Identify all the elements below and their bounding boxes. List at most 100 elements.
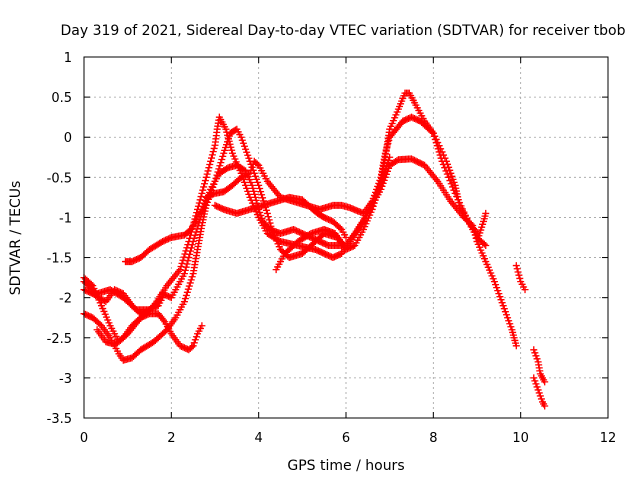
data-point (255, 181, 263, 189)
data-point (384, 160, 392, 168)
data-point (205, 164, 213, 172)
data-point (447, 180, 455, 188)
data-point (497, 296, 505, 304)
data-point (249, 184, 257, 192)
data-point (250, 187, 258, 195)
y-tick-label: -2 (59, 292, 72, 307)
data-point (431, 135, 439, 143)
data-point (441, 164, 449, 172)
data-point (182, 247, 190, 255)
series-arc-6 (121, 153, 394, 266)
y-axis-title: SDTVAR / TECUs (8, 181, 24, 296)
data-point (445, 173, 453, 181)
data-point (458, 205, 466, 213)
data-point (446, 177, 454, 185)
data-point (482, 242, 490, 250)
data-point (240, 178, 248, 186)
data-point (259, 194, 267, 202)
data-point (514, 268, 522, 276)
data-point (447, 169, 455, 177)
data-point (198, 205, 206, 213)
data-point (183, 288, 191, 296)
data-point (212, 174, 220, 182)
data-point (216, 162, 224, 170)
data-point (435, 148, 443, 156)
y-tick-label: 0.5 (51, 91, 72, 106)
data-point (336, 224, 344, 232)
data-point (541, 378, 549, 386)
data-point (201, 177, 209, 185)
y-tick-label: -1 (59, 211, 72, 226)
data-point (213, 171, 221, 179)
data-point (499, 302, 507, 310)
x-tick-label: 12 (600, 431, 617, 446)
y-tick-label: 1 (64, 51, 72, 66)
data-point (253, 160, 261, 168)
data-point (218, 156, 226, 164)
data-point (207, 157, 215, 165)
data-point (430, 132, 438, 140)
data-point (197, 193, 205, 201)
data-point (537, 395, 545, 403)
data-point (181, 266, 189, 274)
data-point (257, 188, 265, 196)
data-point (507, 323, 515, 331)
data-point (454, 196, 462, 204)
y-tick-label: -3.5 (47, 412, 72, 427)
data-point (512, 342, 520, 350)
data-point (244, 151, 252, 159)
data-point (211, 177, 219, 185)
data-point (463, 214, 471, 222)
data-point (449, 183, 457, 191)
data-point (382, 166, 390, 174)
data-point (496, 293, 504, 301)
data-point (378, 178, 386, 186)
data-point (439, 160, 447, 168)
y-tick-label: 0 (64, 131, 72, 146)
data-point (239, 139, 247, 147)
data-point (181, 250, 189, 258)
data-point (502, 311, 510, 319)
data-point (228, 146, 236, 154)
data-point (512, 262, 520, 270)
data-point (247, 166, 255, 174)
data-point (432, 139, 440, 147)
data-point (377, 181, 385, 189)
data-point (183, 244, 191, 252)
axis-ticks: 0 2 4 6 8 10 12 1 0.5 0 -0.5 -1 -1.5 -2 -2.5 -3 -3.5 (47, 51, 617, 446)
data-point (264, 213, 272, 221)
data-point (210, 180, 218, 188)
data-point (159, 294, 167, 302)
data-point (199, 186, 207, 194)
data-point (448, 172, 456, 180)
data-point (534, 386, 542, 394)
data-point (252, 175, 260, 183)
data-point (219, 152, 227, 160)
data-point (203, 170, 211, 178)
data-point (215, 165, 223, 173)
data-point (245, 154, 253, 162)
data-point (182, 263, 190, 271)
data-point (531, 349, 539, 357)
data-point (180, 270, 188, 278)
data-point (244, 187, 252, 195)
data-point (177, 262, 185, 270)
data-point (536, 392, 544, 400)
x-tick-label: 4 (255, 431, 263, 446)
data-point (256, 184, 264, 192)
data-point (456, 199, 464, 207)
data-point (201, 180, 209, 188)
data-point (186, 227, 194, 235)
data-point (208, 151, 216, 159)
data-point (198, 322, 206, 330)
data-point (490, 278, 498, 286)
data-point (187, 276, 195, 284)
data-point (179, 256, 187, 264)
data-point (243, 148, 251, 156)
data-point (201, 196, 209, 204)
data-point (516, 274, 524, 282)
data-point (206, 160, 214, 168)
data-point (515, 271, 523, 279)
x-tick-label: 2 (167, 431, 175, 446)
data-point (340, 242, 348, 250)
